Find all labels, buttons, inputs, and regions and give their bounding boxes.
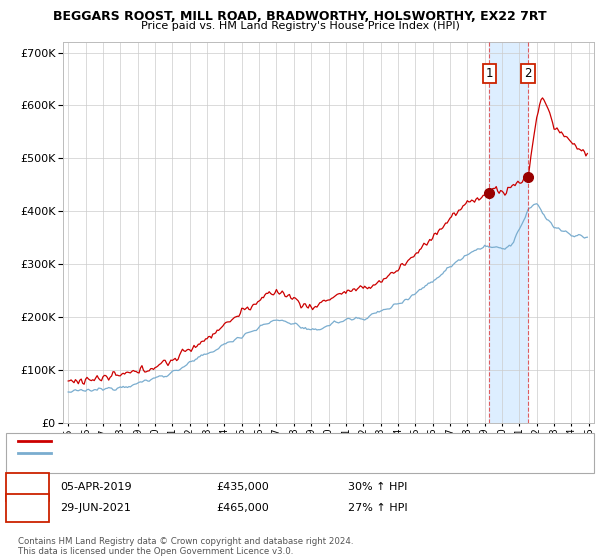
Text: 2: 2 bbox=[23, 502, 32, 515]
Text: 29-JUN-2021: 29-JUN-2021 bbox=[60, 503, 131, 514]
Text: £465,000: £465,000 bbox=[216, 503, 269, 514]
Text: BEGGARS ROOST, MILL ROAD, BRADWORTHY, HOLSWORTHY, EX22 7RT (detached hous: BEGGARS ROOST, MILL ROAD, BRADWORTHY, HO… bbox=[57, 436, 486, 446]
Text: 1: 1 bbox=[485, 67, 493, 80]
Bar bbox=[490, 42, 528, 423]
Text: £435,000: £435,000 bbox=[216, 482, 269, 492]
Text: 1: 1 bbox=[23, 480, 32, 493]
Text: 05-APR-2019: 05-APR-2019 bbox=[60, 482, 131, 492]
Text: Price paid vs. HM Land Registry's House Price Index (HPI): Price paid vs. HM Land Registry's House … bbox=[140, 21, 460, 31]
Text: BEGGARS ROOST, MILL ROAD, BRADWORTHY, HOLSWORTHY, EX22 7RT: BEGGARS ROOST, MILL ROAD, BRADWORTHY, HO… bbox=[53, 10, 547, 22]
Text: 2: 2 bbox=[524, 67, 532, 80]
Text: 30% ↑ HPI: 30% ↑ HPI bbox=[348, 482, 407, 492]
Text: 27% ↑ HPI: 27% ↑ HPI bbox=[348, 503, 407, 514]
Text: HPI: Average price, detached house, Torridge: HPI: Average price, detached house, Torr… bbox=[57, 448, 277, 458]
Text: Contains HM Land Registry data © Crown copyright and database right 2024.
This d: Contains HM Land Registry data © Crown c… bbox=[18, 536, 353, 556]
